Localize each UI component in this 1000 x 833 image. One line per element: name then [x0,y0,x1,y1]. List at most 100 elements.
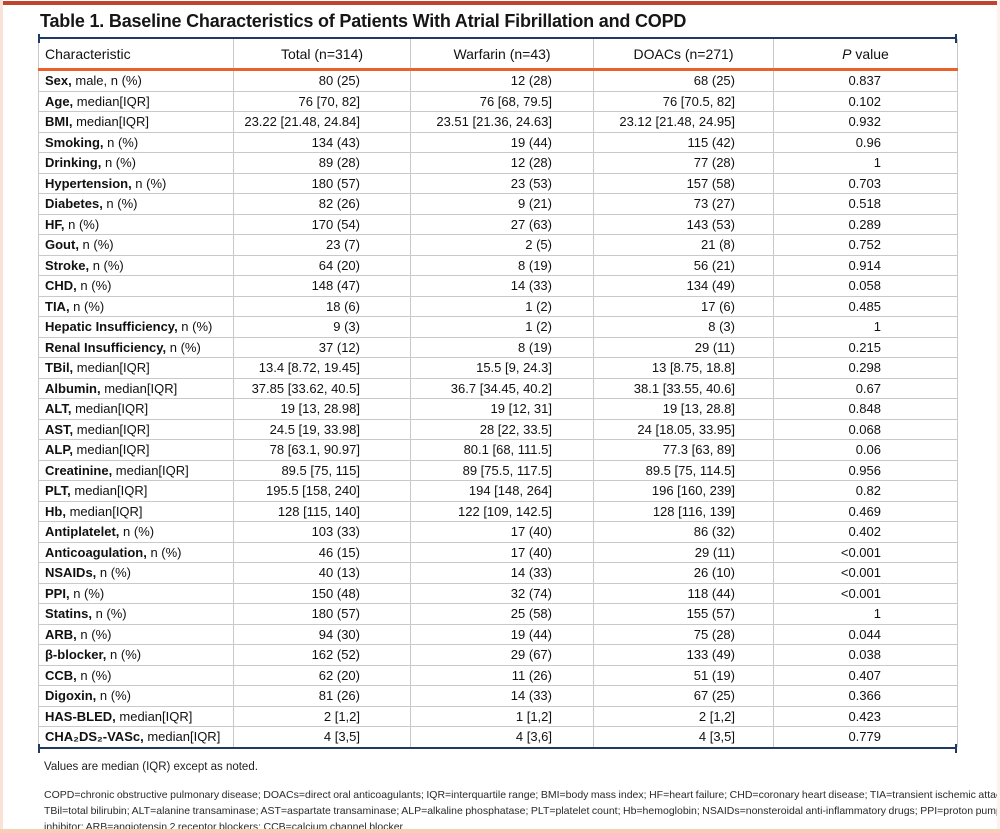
total-cell: 18 (6) [233,295,411,317]
warfarin-cell: 80.1 [68, 111.5] [410,439,594,460]
doacs-cell: 77.3 [63, 89] [593,439,774,460]
doacs-cell: 155 (57) [593,603,774,624]
doacs-cell: 128 [116, 139] [593,500,774,522]
doacs-cell: 133 (49) [593,644,774,665]
total-cell: 180 (57) [233,172,411,194]
table-row: Anticoagulation, n (%) 46 (15) 17 (40) 29 (… [38,541,958,563]
table-row: Hypertension, n (%) 180 (57) 23 (53) 157 (5… [38,172,958,194]
warfarin-cell: 19 (44) [410,131,594,153]
table-row: ALT, median[IQR] 19 [13, 28.98] 19 [12, 31… [38,398,958,419]
pvalue-cell: 0.366 [773,685,958,706]
characteristic-cell: Stroke, n (%) [38,254,234,276]
doacs-cell: 23.12 [21.48, 24.95] [593,111,774,132]
table-row: CHA₂DS₂-VASc, median[IQR] 4 [3,5] 4 [3,6] 4… [38,726,958,747]
characteristic-cell: CCB, n (%) [38,664,234,686]
characteristic-cell: AST, median[IQR] [38,418,234,440]
total-cell: 128 [115, 140] [233,500,411,522]
bottom-navy-rule [38,743,957,753]
total-cell: 134 (43) [233,131,411,153]
total-cell: 37.85 [33.62, 40.5] [233,377,411,399]
doacs-cell: 143 (53) [593,213,774,235]
pvalue-cell: 0.67 [773,377,958,399]
characteristic-cell: Hb, median[IQR] [38,500,234,522]
table-row: β-blocker, n (%) 162 (52) 29 (67) 133 (49) 0… [38,644,958,665]
baseline-characteristics-table: Characteristic Total (n=314) Warfarin (n… [38,39,958,747]
column-header-characteristic: Characteristic [38,39,234,71]
warfarin-cell: 4 [3,6] [410,726,594,747]
characteristic-cell: CHA₂DS₂-VASc, median[IQR] [38,726,234,747]
pvalue-cell: 0.752 [773,234,958,255]
warfarin-cell: 19 [12, 31] [410,398,594,419]
characteristic-cell: Sex, male, n (%) [45,73,142,88]
doacs-cell: 4 [3,5] [593,726,774,747]
warfarin-cell: 27 (63) [410,213,594,235]
table-row: Smoking, n (%) 134 (43) 19 (44) 115 (42) 0.9… [38,131,958,153]
pvalue-cell: 0.058 [773,275,958,296]
table-row: Antiplatelet, n (%) 103 (33) 17 (40) 86 (32… [38,521,958,542]
table-row: Drinking, n (%) 89 (28) 12 (28) 77 (28) 1 [38,152,958,173]
pvalue-cell: 0.402 [773,521,958,542]
total-cell: 76 [70, 82] [233,90,411,112]
column-header-doacs: DOACs (n=271) [593,39,774,71]
abbreviation-line: TBil=total bilirubin; ALT=alanine transa… [44,804,1000,817]
right-page-edge [997,0,1000,833]
warfarin-cell: 28 [22, 33.5] [410,418,594,440]
doacs-cell: 26 (10) [593,562,774,583]
top-navy-rule [38,34,957,43]
pvalue-cell: 1 [773,316,958,337]
warfarin-cell: 1 [1,2] [410,705,594,727]
table-body: Sex, male, n (%) 80 (25) 12 (28) 68 (25) 0.8… [38,69,958,747]
total-cell: 195.5 [158, 240] [233,480,411,501]
warfarin-cell: 1 (2) [410,295,594,317]
total-cell: 13.4 [8.72, 19.45] [233,357,411,378]
warfarin-cell: 14 (33) [410,562,594,583]
doacs-cell: 196 [160, 239] [593,480,774,501]
pvalue-cell: 0.423 [773,705,958,727]
warfarin-cell: 36.7 [34.45, 40.2] [410,377,594,399]
pvalue-cell: <0.001 [773,541,958,563]
warfarin-cell: 12 (28) [410,69,594,91]
table-row: Renal Insufficiency, n (%) 37 (12) 8 (19) 2… [38,336,958,358]
total-cell: 162 (52) [233,644,411,665]
total-cell: 64 (20) [233,254,411,276]
table-row: HF, n (%) 170 (54) 27 (63) 143 (53) 0.289 [38,213,958,235]
table-row: TBil, median[IQR] 13.4 [8.72, 19.45] 15.5 … [38,357,958,378]
column-header-pvalue: P value [773,39,958,71]
characteristic-cell: CHD, n (%) [38,275,234,296]
total-cell: 180 (57) [233,603,411,624]
table-row: Creatinine, median[IQR] 89.5 [75, 115] 89 … [38,459,958,481]
doacs-cell: 17 (6) [593,295,774,317]
total-cell: 62 (20) [233,664,411,686]
characteristic-cell: Gout, n (%) [38,234,234,255]
total-cell: 89 (28) [233,152,411,173]
pvalue-cell: 0.407 [773,664,958,686]
pvalue-cell: 0.96 [773,131,958,153]
pvalue-cell: 1 [773,603,958,624]
left-page-edge [0,0,3,833]
table-row: PLT, median[IQR] 195.5 [158, 240] 194 [148… [38,480,958,501]
table-row: ARB, n (%) 94 (30) 19 (44) 75 (28) 0.044 [38,623,958,645]
table-row: Hb, median[IQR] 128 [115, 140] 122 [109, 1… [38,500,958,522]
characteristic-cell: Hepatic Insufficiency, n (%) [38,316,234,337]
doacs-cell: 86 (32) [593,521,774,542]
characteristic-cell: PPI, n (%) [38,582,234,604]
characteristic-cell: Antiplatelet, n (%) [38,521,234,542]
values-note: Values are median (IQR) except as noted. [44,760,258,773]
characteristic-cell: Renal Insufficiency, n (%) [38,336,234,358]
pvalue-cell: 0.932 [773,111,958,132]
table-row: Sex, male, n (%) 80 (25) 12 (28) 68 (25) 0.8… [39,69,958,91]
characteristic-cell: β-blocker, n (%) [38,644,234,665]
characteristic-cell: Statins, n (%) [38,603,234,624]
table-row: Albumin, median[IQR] 37.85 [33.62, 40.5] 3… [38,377,958,399]
total-cell: 23 (7) [233,234,411,255]
pvalue-cell: 0.779 [773,726,958,747]
doacs-cell: 75 (28) [593,623,774,645]
doacs-cell: 89.5 [75, 114.5] [593,459,774,481]
pvalue-cell: 0.068 [773,418,958,440]
total-cell: 82 (26) [233,193,411,214]
doacs-cell: 29 (11) [593,541,774,563]
doacs-cell: 8 (3) [593,316,774,337]
warfarin-cell: 19 (44) [410,623,594,645]
characteristic-cell: ARB, n (%) [38,623,234,645]
column-header-total: Total (n=314) [233,39,411,71]
